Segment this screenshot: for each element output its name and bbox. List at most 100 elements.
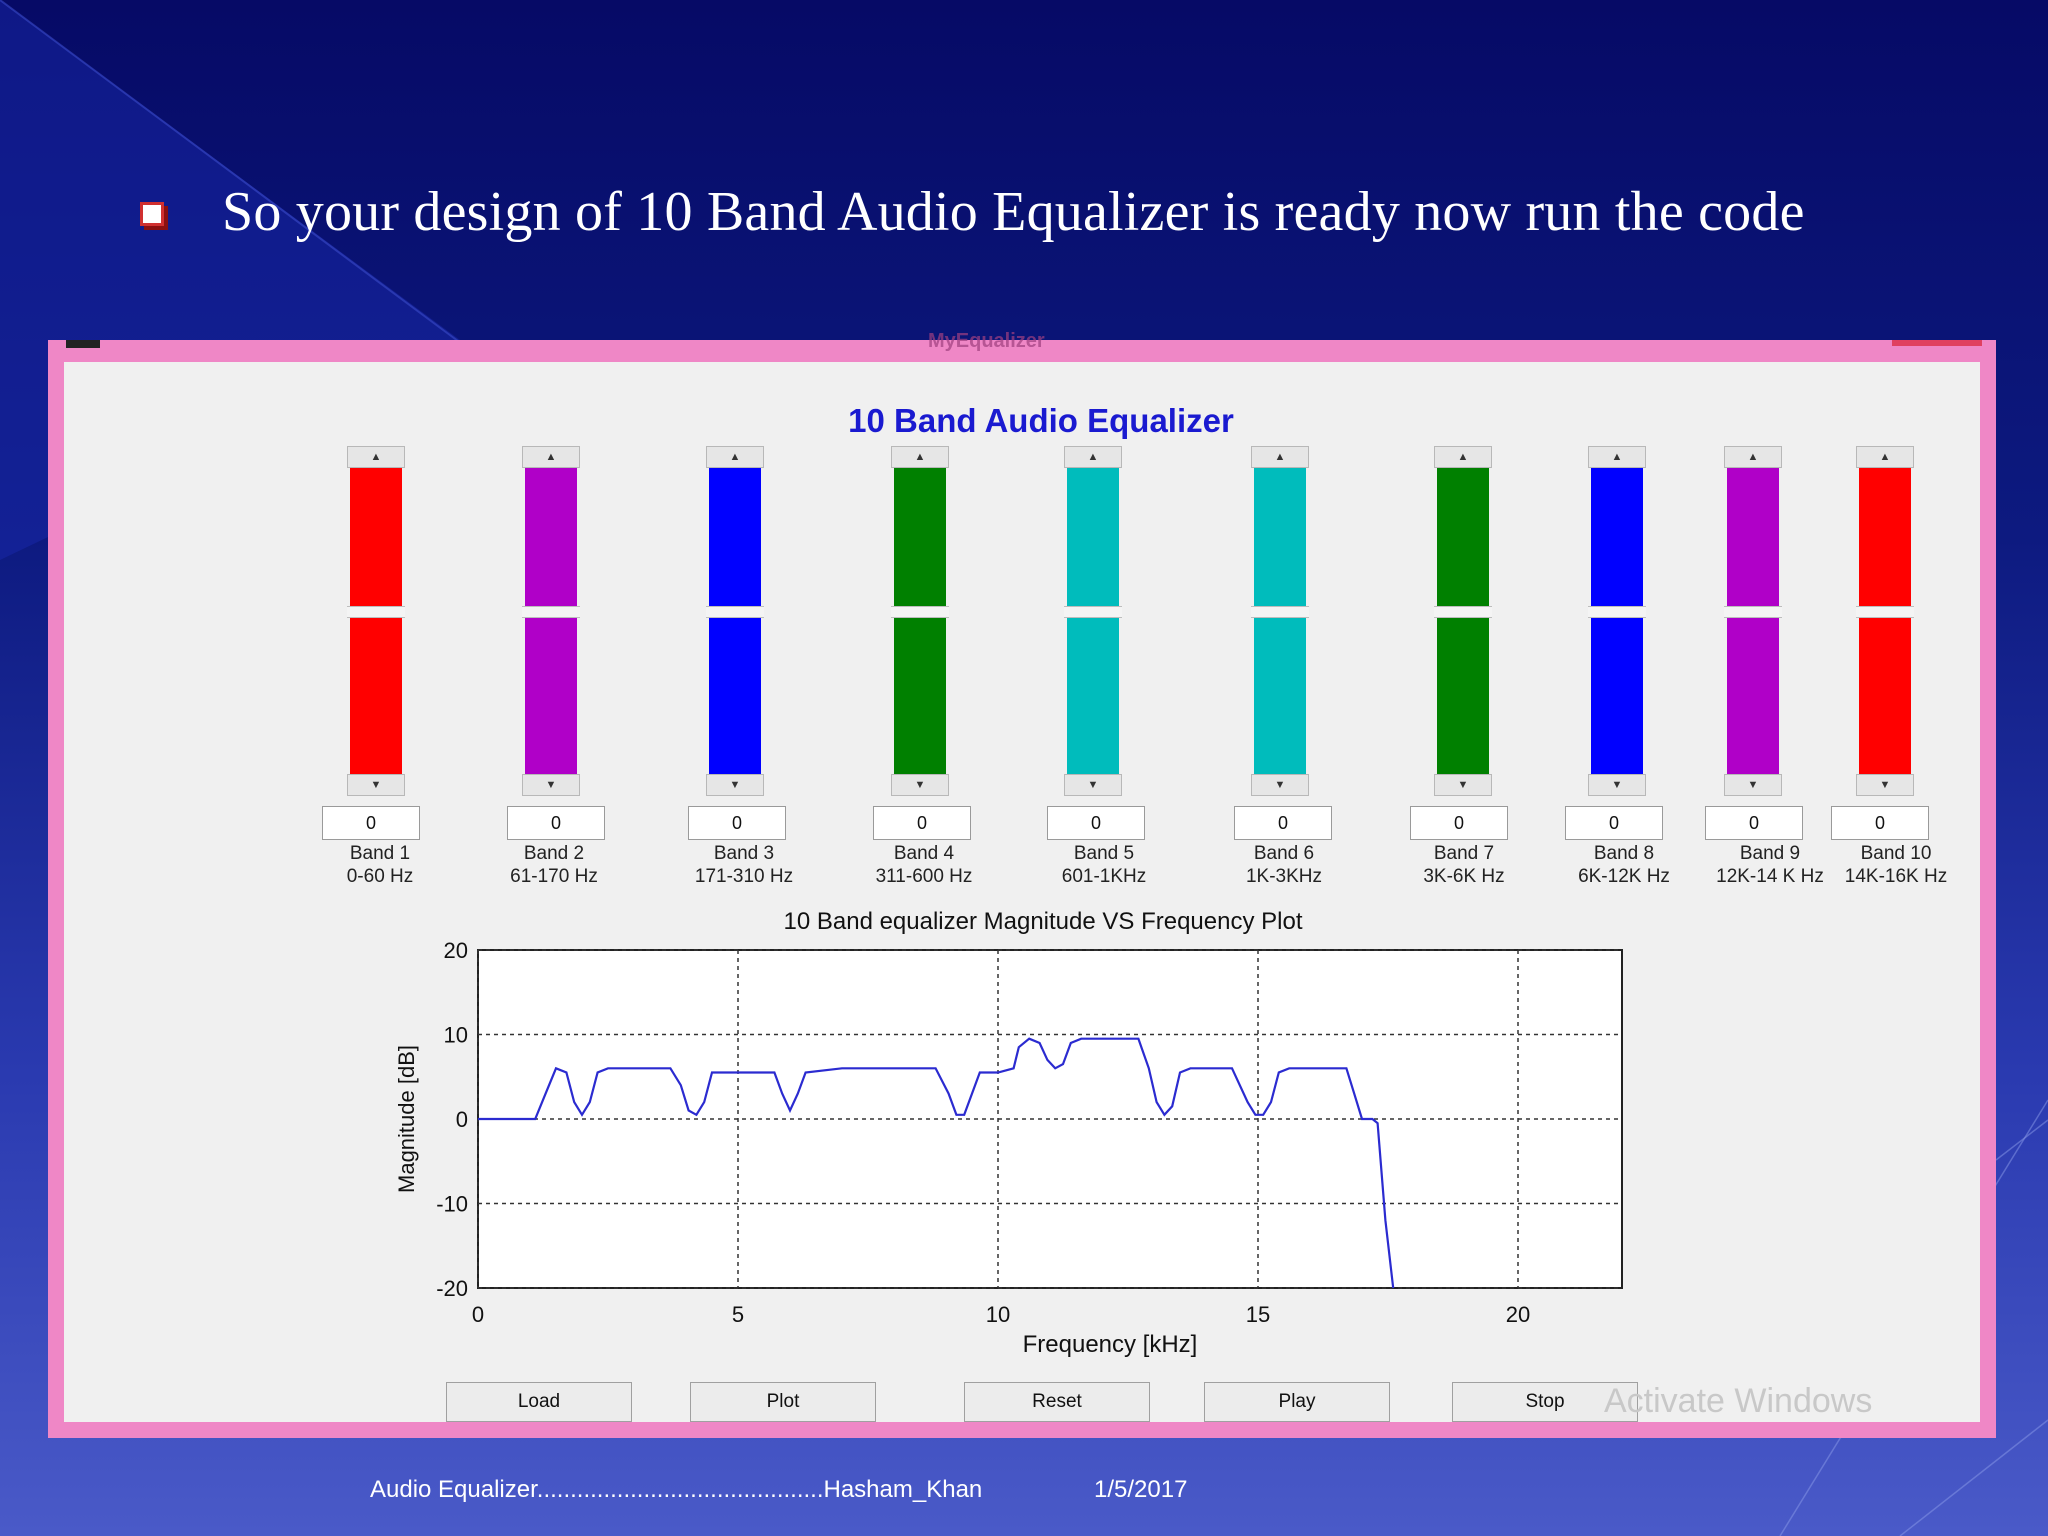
slider-track-lower[interactable] bbox=[1254, 618, 1306, 774]
slider-track-lower[interactable] bbox=[894, 618, 946, 774]
window-app-icon bbox=[66, 340, 100, 348]
slider-thumb[interactable] bbox=[1588, 606, 1646, 618]
slider-track-upper[interactable] bbox=[1067, 468, 1119, 606]
slider-up-arrow-icon[interactable]: ▲ bbox=[1064, 446, 1122, 468]
slider-thumb[interactable] bbox=[522, 606, 580, 618]
y-tick-label: 20 bbox=[444, 938, 468, 963]
band-6-slider[interactable]: ▲ ▼ bbox=[1251, 446, 1309, 796]
band-7-gain-input[interactable]: 0 bbox=[1410, 806, 1508, 840]
band-10-gain-input[interactable]: 0 bbox=[1831, 806, 1929, 840]
band-name: Band 5 bbox=[1073, 843, 1135, 864]
slider-up-arrow-icon[interactable]: ▲ bbox=[347, 446, 405, 468]
band-5-slider[interactable]: ▲ ▼ bbox=[1064, 446, 1122, 796]
slider-up-arrow-icon[interactable]: ▲ bbox=[522, 446, 580, 468]
plot-title: 10 Band equalizer Magnitude VS Frequency… bbox=[783, 908, 1303, 935]
activate-windows-watermark: Activate Windows bbox=[1604, 1382, 1873, 1420]
slider-track-lower[interactable] bbox=[709, 618, 761, 774]
slider-track-upper[interactable] bbox=[1859, 468, 1911, 606]
slider-thumb[interactable] bbox=[1724, 606, 1782, 618]
band-9-gain-input[interactable]: 0 bbox=[1705, 806, 1803, 840]
band-8-slider[interactable]: ▲ ▼ bbox=[1588, 446, 1646, 796]
slider-track-upper[interactable] bbox=[350, 468, 402, 606]
band-3-label: Band 3 171-310 Hz bbox=[684, 842, 804, 888]
slider-thumb[interactable] bbox=[891, 606, 949, 618]
band-4-label: Band 4 311-600 Hz bbox=[864, 842, 984, 888]
x-tick-label: 10 bbox=[986, 1302, 1010, 1327]
slider-thumb[interactable] bbox=[347, 606, 405, 618]
slider-down-arrow-icon[interactable]: ▼ bbox=[1856, 774, 1914, 796]
window-close-button[interactable] bbox=[1892, 340, 1982, 346]
slider-track-lower[interactable] bbox=[1591, 618, 1643, 774]
band-5-gain-input[interactable]: 0 bbox=[1047, 806, 1145, 840]
slider-thumb[interactable] bbox=[1856, 606, 1914, 618]
band-name: Band 3 bbox=[713, 843, 775, 864]
slider-down-arrow-icon[interactable]: ▼ bbox=[522, 774, 580, 796]
slider-track-upper[interactable] bbox=[1437, 468, 1489, 606]
slider-track-upper[interactable] bbox=[1591, 468, 1643, 606]
slider-thumb[interactable] bbox=[1064, 606, 1122, 618]
slider-thumb[interactable] bbox=[1251, 606, 1309, 618]
slider-track-upper[interactable] bbox=[1727, 468, 1779, 606]
slider-track-upper[interactable] bbox=[1254, 468, 1306, 606]
slider-up-arrow-icon[interactable]: ▲ bbox=[1251, 446, 1309, 468]
slider-up-arrow-icon[interactable]: ▲ bbox=[1434, 446, 1492, 468]
band-2-slider[interactable]: ▲ ▼ bbox=[522, 446, 580, 796]
slider-up-arrow-icon[interactable]: ▲ bbox=[1588, 446, 1646, 468]
slider-up-arrow-icon[interactable]: ▲ bbox=[1724, 446, 1782, 468]
band-1-slider[interactable]: ▲ ▼ bbox=[347, 446, 405, 796]
headline-row: So your design of 10 Band Audio Equalize… bbox=[140, 180, 1805, 244]
slider-down-arrow-icon[interactable]: ▼ bbox=[1724, 774, 1782, 796]
slider-up-arrow-icon[interactable]: ▲ bbox=[891, 446, 949, 468]
y-tick-label: -20 bbox=[436, 1276, 468, 1301]
band-range: 12K-14 K Hz bbox=[1716, 866, 1824, 887]
slider-down-arrow-icon[interactable]: ▼ bbox=[1064, 774, 1122, 796]
slider-down-arrow-icon[interactable]: ▼ bbox=[706, 774, 764, 796]
slider-track-upper[interactable] bbox=[525, 468, 577, 606]
slider-track-lower[interactable] bbox=[1067, 618, 1119, 774]
band-9-slider[interactable]: ▲ ▼ bbox=[1724, 446, 1782, 796]
band-3-slider[interactable]: ▲ ▼ bbox=[706, 446, 764, 796]
band-1-gain-input[interactable]: 0 bbox=[322, 806, 420, 840]
slider-down-arrow-icon[interactable]: ▼ bbox=[1434, 774, 1492, 796]
band-range: 0-60 Hz bbox=[346, 866, 414, 887]
band-10-slider[interactable]: ▲ ▼ bbox=[1856, 446, 1914, 796]
band-name: Band 1 bbox=[349, 843, 411, 864]
band-4-gain-input[interactable]: 0 bbox=[873, 806, 971, 840]
slider-track-lower[interactable] bbox=[350, 618, 402, 774]
slider-down-arrow-icon[interactable]: ▼ bbox=[347, 774, 405, 796]
slider-track-lower[interactable] bbox=[1437, 618, 1489, 774]
slider-down-arrow-icon[interactable]: ▼ bbox=[1588, 774, 1646, 796]
band-4-slider[interactable]: ▲ ▼ bbox=[891, 446, 949, 796]
slider-track-upper[interactable] bbox=[709, 468, 761, 606]
slider-track-lower[interactable] bbox=[1727, 618, 1779, 774]
slider-track-lower[interactable] bbox=[525, 618, 577, 774]
band-3-gain-input[interactable]: 0 bbox=[688, 806, 786, 840]
band-range: 311-600 Hz bbox=[875, 866, 973, 887]
band-7-slider[interactable]: ▲ ▼ bbox=[1434, 446, 1492, 796]
slider-up-arrow-icon[interactable]: ▲ bbox=[1856, 446, 1914, 468]
window-titlebar[interactable]: MyEqualizer bbox=[48, 330, 1996, 356]
x-tick-label: 0 bbox=[472, 1302, 484, 1327]
x-tick-label: 5 bbox=[732, 1302, 744, 1327]
footer-date: 1/5/2017 bbox=[1094, 1476, 1188, 1503]
slider-down-arrow-icon[interactable]: ▼ bbox=[1251, 774, 1309, 796]
plot-button[interactable]: Plot bbox=[690, 1382, 876, 1422]
stop-button[interactable]: Stop bbox=[1452, 1382, 1638, 1422]
slider-down-arrow-icon[interactable]: ▼ bbox=[891, 774, 949, 796]
slide-headline: So your design of 10 Band Audio Equalize… bbox=[222, 181, 1805, 243]
reset-button[interactable]: Reset bbox=[964, 1382, 1150, 1422]
band-6-gain-input[interactable]: 0 bbox=[1234, 806, 1332, 840]
band-5-label: Band 5 601-1KHz bbox=[1044, 842, 1164, 888]
band-2-label: Band 2 61-170 Hz bbox=[494, 842, 614, 888]
load-button[interactable]: Load bbox=[446, 1382, 632, 1422]
slider-track-lower[interactable] bbox=[1859, 618, 1911, 774]
slider-track-upper[interactable] bbox=[894, 468, 946, 606]
band-name: Band 6 bbox=[1253, 843, 1315, 864]
x-tick-label: 15 bbox=[1246, 1302, 1270, 1327]
slider-thumb[interactable] bbox=[706, 606, 764, 618]
band-2-gain-input[interactable]: 0 bbox=[507, 806, 605, 840]
slider-up-arrow-icon[interactable]: ▲ bbox=[706, 446, 764, 468]
play-button[interactable]: Play bbox=[1204, 1382, 1390, 1422]
slider-thumb[interactable] bbox=[1434, 606, 1492, 618]
band-8-gain-input[interactable]: 0 bbox=[1565, 806, 1663, 840]
